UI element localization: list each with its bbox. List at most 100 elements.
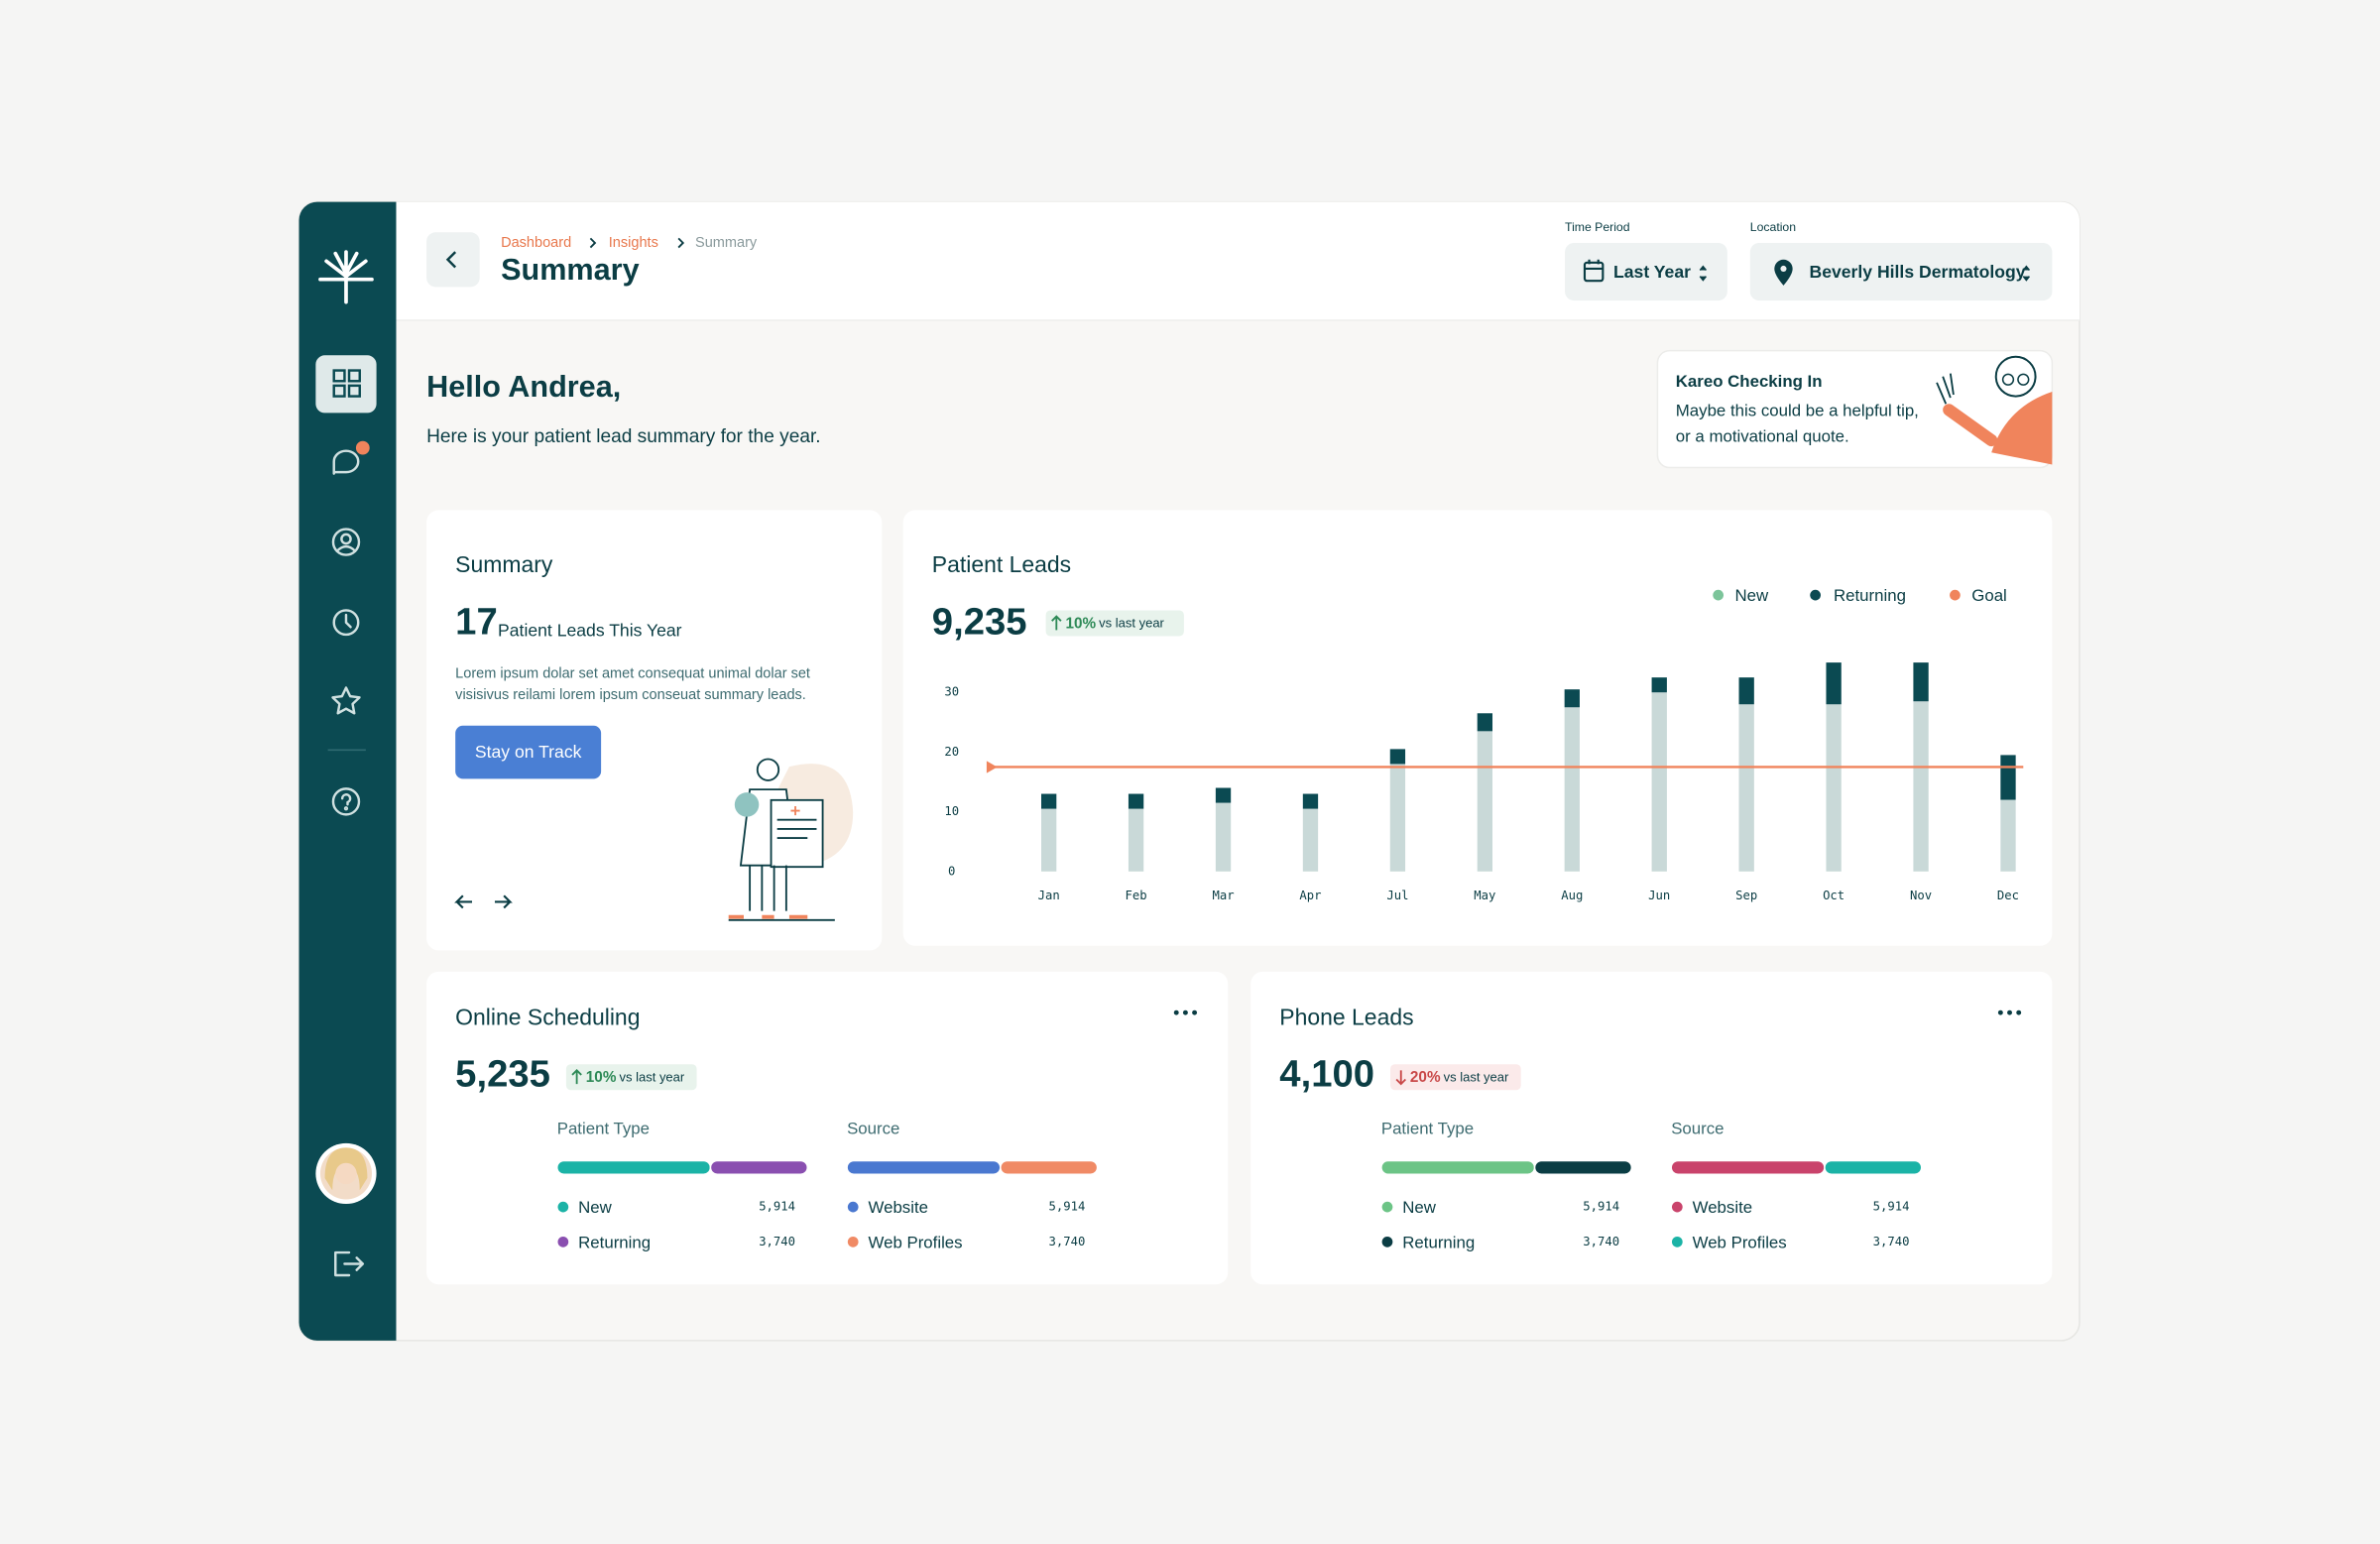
change-value: 10% (586, 1069, 617, 1086)
button-label: Stay on Track (475, 742, 582, 762)
item-value: 5,914 (1583, 1200, 1619, 1214)
change-badge (1045, 610, 1184, 637)
change-arrow (1395, 1070, 1406, 1086)
bar-segment (1738, 677, 1754, 705)
bar-segment (1389, 764, 1406, 872)
item-name: Returning (578, 1233, 651, 1251)
x-tick-label: Aug (1561, 889, 1583, 902)
bar-segment (1826, 704, 1842, 872)
tip-line: Maybe this could be a helpful tip, (1676, 401, 1919, 419)
group-title: Patient Type (1381, 1119, 1474, 1137)
item-value: 3,740 (1583, 1235, 1619, 1248)
item-value: 3,740 (1873, 1235, 1910, 1248)
y-tick-label: 30 (944, 685, 959, 699)
x-tick-label: Jun (1648, 889, 1670, 902)
filter-label: Time Period (1565, 220, 1630, 234)
stay-on-track-button[interactable] (455, 725, 602, 779)
legend-dot (1381, 1201, 1393, 1213)
legend-label: New (1734, 586, 1769, 605)
back-icon (445, 251, 457, 269)
card-title: Phone Leads (1279, 1004, 1413, 1029)
y-tick-label: 10 (944, 804, 959, 818)
greeting-subtitle: Here is your patient lead summary for th… (426, 426, 821, 447)
legend-label: Goal (1971, 586, 2007, 605)
nav-logout[interactable] (334, 1250, 365, 1277)
group-title: Patient Type (557, 1119, 650, 1137)
location-pin-dot (1780, 265, 1787, 273)
time-period-select[interactable] (1565, 242, 1727, 301)
x-tick-label: Jul (1386, 889, 1408, 902)
nav-favorites[interactable] (331, 686, 361, 715)
bar-segment (1302, 793, 1319, 809)
change-label: vs last year (1099, 616, 1164, 631)
bar-segment (1913, 701, 1929, 872)
chart-total: 9,235 (932, 600, 1027, 643)
tip-line: or a motivational quote. (1676, 426, 1849, 445)
nav-messages[interactable] (332, 449, 360, 475)
summary-body: visisivus reilami lorem ipsum conseuat s… (455, 687, 806, 703)
nav-history[interactable] (332, 609, 360, 637)
card-total: 5,235 (455, 1053, 550, 1096)
bar-segment (1533, 1159, 1633, 1175)
legend-dot (1810, 589, 1821, 601)
summary-count: 17 (455, 600, 498, 643)
bar-segment (1302, 808, 1319, 872)
legend-dot (1713, 589, 1725, 601)
location-pin (1774, 259, 1793, 286)
nav-help[interactable] (331, 787, 361, 816)
change-value: 20% (1410, 1069, 1441, 1086)
item-name: Web Profiles (869, 1233, 963, 1251)
legend-dot (1671, 1236, 1683, 1247)
nav-profile[interactable] (331, 528, 361, 556)
summary-count-label: Patient Leads This Year (498, 621, 682, 641)
item-name: New (1402, 1198, 1437, 1217)
x-tick-label: Apr (1299, 889, 1321, 902)
legend-dot (1671, 1201, 1683, 1213)
x-tick-label: Feb (1126, 889, 1147, 902)
nav-dashboard[interactable] (315, 355, 377, 414)
breadcrumb-item: Dashboard (501, 235, 571, 251)
bar-segment (1041, 793, 1057, 809)
legend-dot (1381, 1236, 1393, 1247)
bar-segment (2000, 755, 2016, 800)
select-carets (1699, 265, 2031, 282)
x-tick-label: Nov (1910, 889, 1932, 902)
card-title: Online Scheduling (455, 1004, 640, 1029)
x-tick-label: Oct (1823, 889, 1844, 902)
bar-segment (1215, 787, 1232, 803)
back-button[interactable] (426, 232, 480, 288)
icon-grid (332, 369, 361, 398)
x-tick-label: Mar (1212, 889, 1234, 902)
chart-title: Patient Leads (932, 551, 1071, 577)
bar-segment (846, 1159, 1002, 1175)
change-badge (565, 1064, 697, 1091)
change-value: 10% (1065, 615, 1096, 632)
tip-title: Kareo Checking In (1676, 372, 1823, 391)
breadcrumb-separators (589, 237, 685, 249)
x-tick-label: May (1474, 889, 1495, 902)
legend-dot (847, 1236, 859, 1247)
user-avatar[interactable] (315, 1142, 377, 1205)
group-title: Source (1671, 1119, 1724, 1137)
carousel-arrows[interactable] (454, 894, 513, 909)
notification-badge (354, 439, 372, 457)
bar-segment (1564, 689, 1580, 708)
bar-segment (709, 1159, 809, 1175)
item-value: 5,914 (1049, 1200, 1086, 1214)
item-value: 5,914 (759, 1200, 795, 1214)
bar-segment (1826, 662, 1842, 705)
bar-segment (1824, 1159, 1923, 1175)
logo (318, 250, 374, 304)
bar-segment (1913, 662, 1929, 702)
bar-segment (1041, 808, 1057, 872)
bar-segment (1477, 713, 1493, 732)
card-menus[interactable] (1173, 1010, 2022, 1015)
item-name: Website (1693, 1198, 1752, 1217)
change-arrow (1051, 615, 1062, 631)
location-select[interactable] (1749, 242, 2053, 301)
y-tick-label: 20 (944, 745, 959, 759)
bar-segment (1000, 1159, 1099, 1175)
bar-segment (1670, 1159, 1826, 1175)
